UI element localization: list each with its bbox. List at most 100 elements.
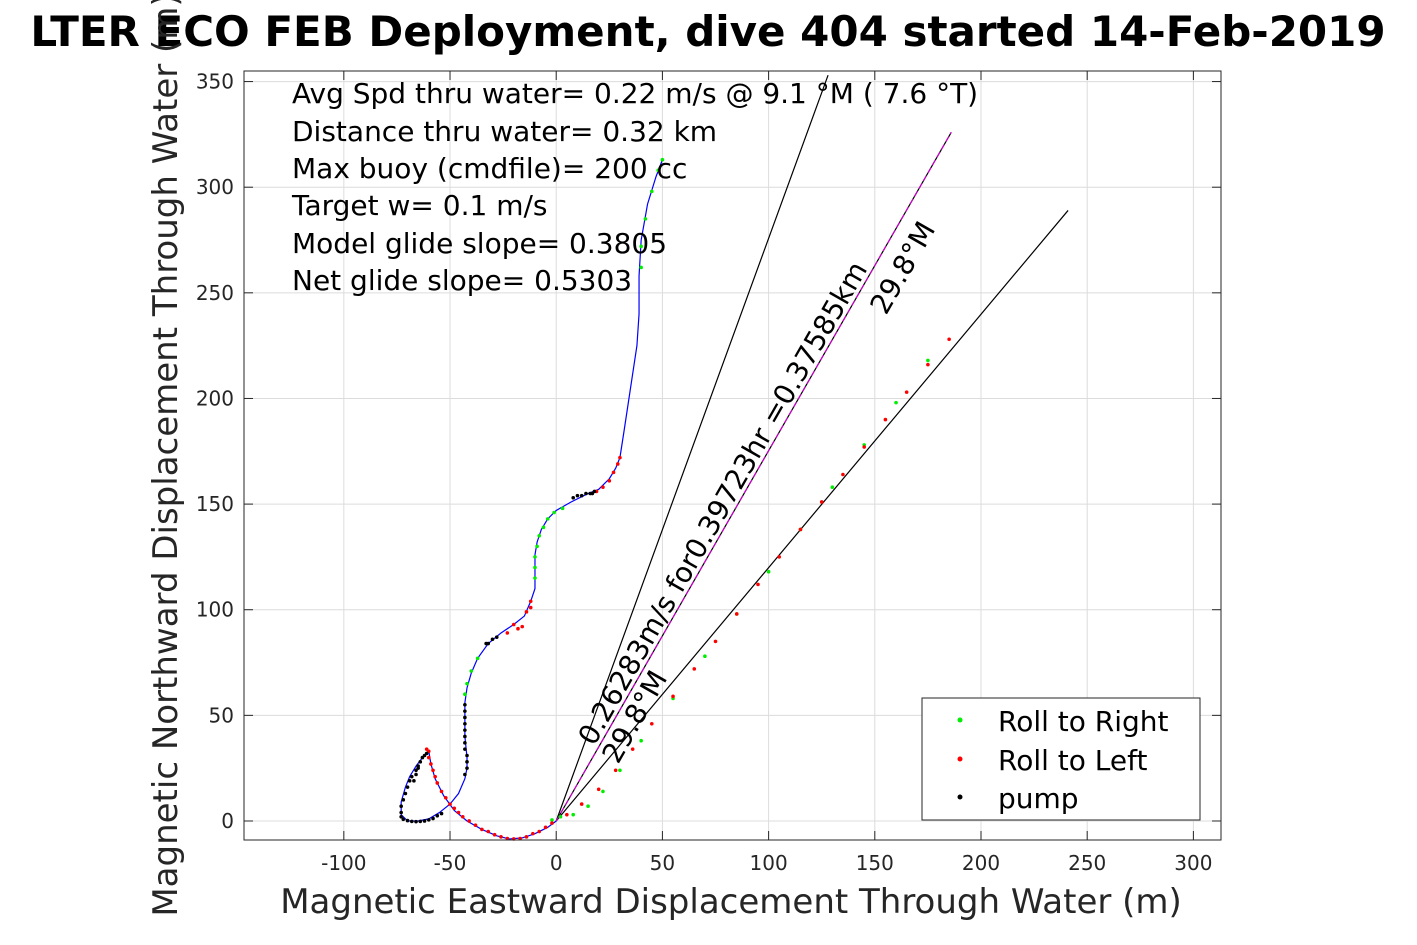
annotation-block: Avg Spd thru water= 0.22 m/s @ 9.1 °M ( … (291, 77, 978, 297)
point-roll-to-right (639, 265, 643, 270)
point-roll-to-left (671, 694, 675, 699)
reference-lines (555, 75, 1069, 822)
point-pump (494, 635, 499, 639)
point-roll-to-left (543, 825, 548, 830)
point-pump (465, 766, 469, 770)
point-roll-to-right (533, 555, 537, 559)
annotation-max-buoy: Max buoy (cmdfile)= 200 cc (292, 152, 687, 185)
point-roll-to-left (452, 806, 457, 811)
point-pump (575, 493, 580, 498)
point-roll-to-left (439, 789, 444, 794)
point-roll-to-right (660, 157, 665, 162)
point-roll-to-right (649, 189, 654, 194)
point-pump (592, 489, 597, 494)
point-roll-to-left (926, 362, 930, 367)
point-pump (571, 495, 576, 500)
point-roll-to-right (541, 525, 546, 530)
annotation-net-glide-slope: Net glide slope= 0.5303 (292, 264, 632, 297)
y-tick-label: 350 (196, 70, 234, 94)
point-pump (463, 702, 467, 707)
point-roll-to-left (607, 479, 612, 483)
point-roll-to-right (571, 812, 576, 817)
y-tick-label: 300 (196, 175, 234, 199)
y-tick-label: 200 (196, 386, 234, 410)
point-pump (414, 819, 418, 824)
point-roll-to-right (550, 818, 554, 822)
point-roll-to-left (798, 527, 803, 532)
point-roll-to-left (492, 832, 497, 837)
point-roll-to-right (643, 217, 648, 221)
y-tick-label: 250 (196, 281, 234, 305)
point-roll-to-right (766, 569, 771, 574)
x-tick-label: -100 (321, 851, 366, 875)
legend-marker-roll-right (957, 717, 963, 723)
point-roll-to-right (533, 565, 537, 570)
point-roll-to-left (443, 795, 448, 800)
point-pump (490, 637, 495, 642)
point-roll-to-right (475, 656, 480, 661)
point-pump (409, 774, 414, 779)
point-roll-to-left (734, 612, 739, 616)
point-pump (463, 747, 467, 751)
x-tick-label: 50 (650, 851, 675, 875)
point-roll-to-left (756, 582, 760, 587)
point-pump (431, 816, 435, 821)
point-pump (422, 819, 427, 823)
point-pump (463, 722, 467, 726)
point-roll-to-right (535, 544, 539, 549)
x-tick-label: 250 (1068, 851, 1106, 875)
point-roll-to-left (862, 445, 866, 449)
point-pump (405, 818, 410, 823)
legend-box (921, 697, 1201, 821)
plot-frame (243, 70, 1222, 841)
point-roll-to-left (435, 781, 440, 785)
point-roll-to-left (596, 787, 601, 792)
point-pump (418, 760, 423, 764)
point-roll-to-left (426, 755, 431, 760)
y-tick-label: 50 (209, 703, 234, 727)
annotation-distance: Distance thru water= 0.32 km (292, 115, 717, 148)
point-roll-to-left (505, 836, 510, 841)
axis-ticks (244, 71, 1221, 840)
point-roll-to-left (516, 626, 520, 631)
point-roll-to-left (486, 829, 491, 834)
point-roll-to-left (692, 667, 697, 671)
point-pump (424, 751, 429, 756)
annotation-avg-speed: Avg Spd thru water= 0.22 m/s @ 9.1 °M ( … (292, 77, 978, 110)
x-tick-label: -50 (434, 851, 467, 875)
point-roll-to-right (537, 533, 542, 538)
point-roll-to-right (533, 576, 537, 580)
point-roll-to-right (469, 669, 474, 673)
point-roll-to-right (558, 814, 563, 819)
point-roll-to-left (460, 814, 465, 819)
point-roll-to-left (505, 631, 510, 635)
point-roll-to-left (537, 829, 542, 834)
x-tick-label: 300 (1174, 851, 1212, 875)
point-roll-to-left (611, 470, 616, 475)
point-roll-to-right (656, 168, 660, 173)
point-roll-to-left (473, 823, 478, 828)
point-pump (414, 772, 418, 777)
point-pump (465, 753, 469, 758)
point-roll-to-right (560, 506, 565, 511)
point-roll-to-right (618, 768, 622, 773)
point-roll-to-right (830, 485, 835, 489)
reference-line-3 (555, 210, 1069, 822)
point-pump (403, 791, 408, 796)
x-tick-label: 200 (962, 851, 1000, 875)
point-pump (439, 811, 444, 816)
point-roll-to-left (616, 462, 620, 466)
point-pump (401, 817, 406, 822)
y-tick-label: 100 (196, 598, 234, 622)
point-pump (401, 798, 406, 802)
point-roll-to-right (639, 244, 643, 249)
point-roll-to-left (467, 819, 471, 823)
net-track-overlay (555, 131, 952, 822)
point-pump (463, 734, 467, 739)
point-roll-to-left (883, 417, 888, 422)
point-pump (407, 779, 412, 783)
point-roll-to-left (431, 768, 435, 773)
point-roll-to-right (703, 654, 707, 659)
point-pump (399, 804, 403, 808)
